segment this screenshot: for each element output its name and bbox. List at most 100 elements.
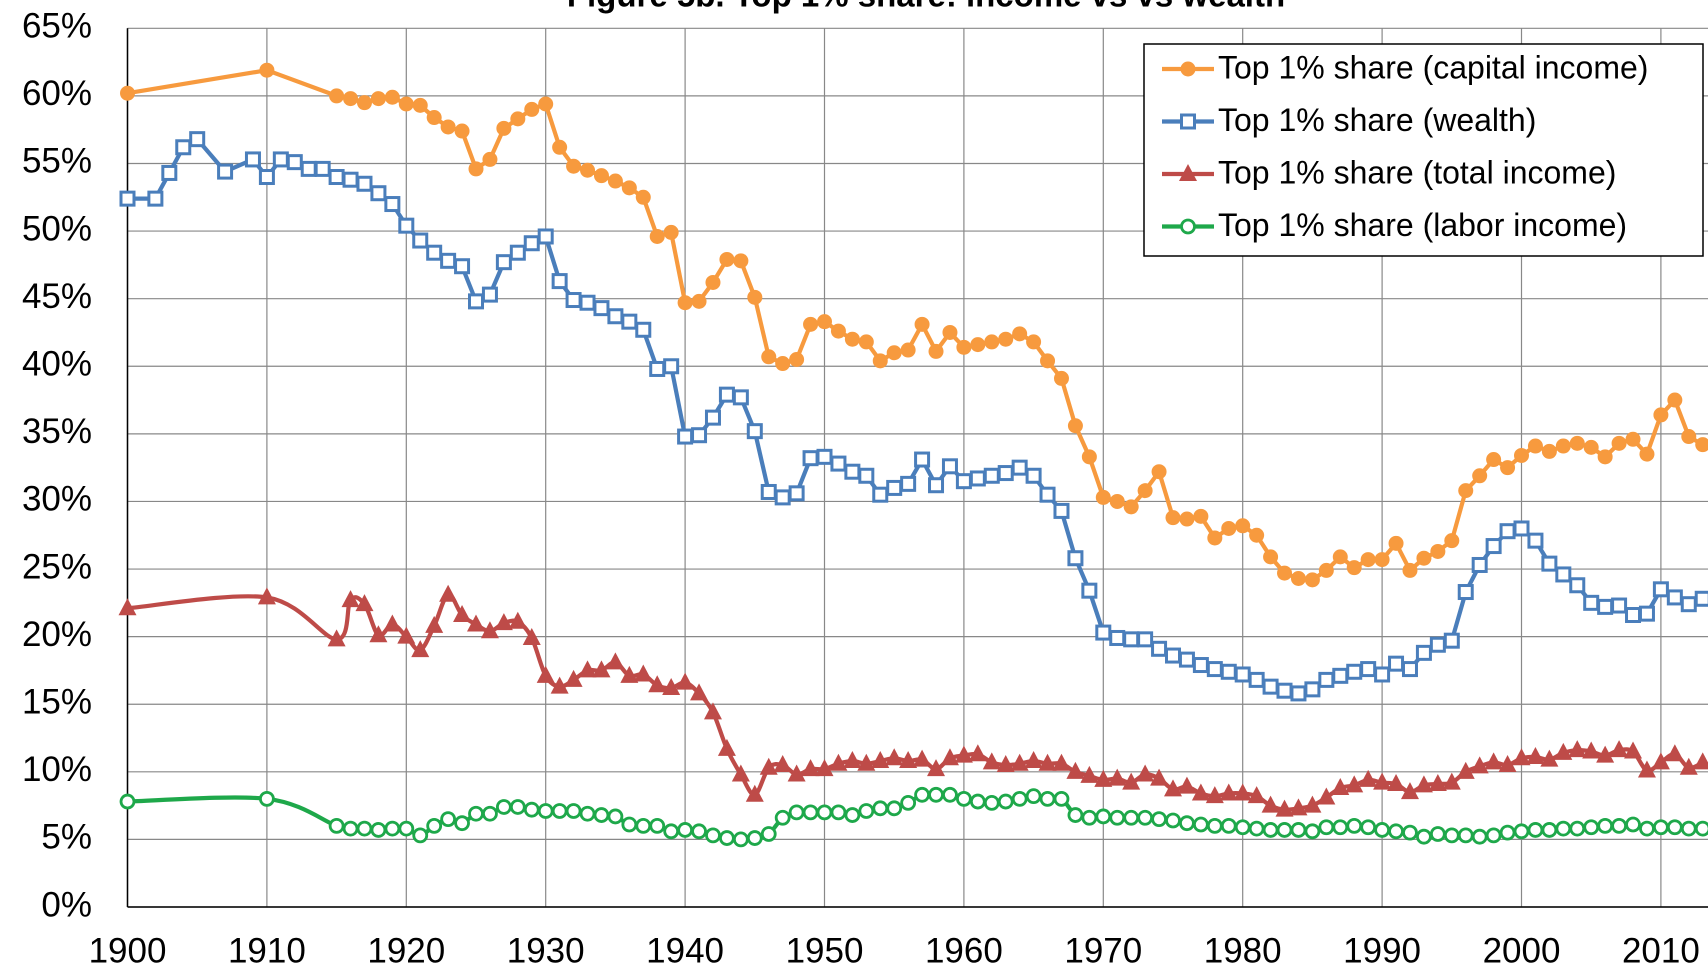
point xyxy=(1066,761,1085,779)
point xyxy=(788,485,805,502)
point xyxy=(398,217,415,234)
point xyxy=(1332,667,1349,684)
point xyxy=(538,96,554,112)
y-tick-label: 20% xyxy=(22,615,92,654)
point xyxy=(1583,594,1600,611)
point xyxy=(1095,489,1111,505)
point xyxy=(1360,661,1377,678)
point xyxy=(914,451,931,468)
point xyxy=(1276,822,1293,838)
point xyxy=(1596,745,1615,763)
point xyxy=(732,831,749,848)
point xyxy=(328,817,345,834)
point xyxy=(523,235,540,252)
point xyxy=(1457,584,1474,601)
point xyxy=(468,293,484,310)
point xyxy=(858,467,875,484)
y-tick-label: 0% xyxy=(41,885,92,924)
point xyxy=(872,486,889,503)
point xyxy=(1416,550,1432,566)
point xyxy=(746,423,763,440)
point xyxy=(412,232,429,249)
x-tick-label: 1920 xyxy=(367,931,445,970)
point xyxy=(1374,666,1391,683)
point xyxy=(1094,769,1113,787)
point xyxy=(1651,752,1670,770)
point xyxy=(663,224,679,240)
point xyxy=(1443,632,1460,649)
point xyxy=(1233,783,1252,801)
point xyxy=(1137,809,1154,826)
point xyxy=(900,795,917,811)
legend-label: Top 1% share (wealth) xyxy=(1218,102,1536,138)
point xyxy=(1624,741,1643,759)
point xyxy=(998,331,1014,347)
point xyxy=(1192,657,1209,674)
point xyxy=(1694,820,1708,837)
point xyxy=(634,664,653,682)
point xyxy=(412,827,429,844)
point xyxy=(552,139,568,155)
point xyxy=(1192,816,1209,833)
point xyxy=(1680,596,1697,613)
point xyxy=(1693,752,1708,770)
point xyxy=(928,786,944,803)
point xyxy=(1304,572,1320,588)
point xyxy=(1653,407,1669,423)
x-tick-label: 1960 xyxy=(925,931,1003,970)
point xyxy=(189,131,206,148)
point xyxy=(649,360,666,377)
point xyxy=(1345,775,1364,793)
point xyxy=(1582,741,1601,759)
point xyxy=(1011,790,1028,807)
point xyxy=(1540,749,1559,767)
point xyxy=(426,110,442,126)
point xyxy=(1373,772,1392,790)
point xyxy=(551,273,568,290)
point xyxy=(1541,555,1558,572)
point xyxy=(1471,828,1488,845)
point xyxy=(440,252,457,269)
point xyxy=(970,337,986,353)
point xyxy=(956,339,972,355)
point xyxy=(788,804,805,821)
point xyxy=(704,409,721,426)
point xyxy=(1247,786,1266,804)
y-tick-label: 65% xyxy=(22,7,92,46)
plot-lines xyxy=(118,62,1708,848)
point xyxy=(537,803,554,819)
point xyxy=(1486,452,1502,468)
point xyxy=(1471,556,1488,573)
point xyxy=(1611,597,1628,614)
point xyxy=(913,749,932,767)
point xyxy=(1360,552,1376,568)
point xyxy=(1695,437,1708,453)
point xyxy=(1444,533,1460,549)
point xyxy=(872,800,889,817)
point xyxy=(580,162,596,178)
point xyxy=(747,289,763,305)
point xyxy=(635,817,652,834)
point xyxy=(1095,808,1112,825)
point xyxy=(1179,511,1195,527)
point xyxy=(787,764,806,782)
point xyxy=(1248,671,1265,688)
point xyxy=(1360,819,1377,836)
point xyxy=(411,640,430,658)
point xyxy=(1639,446,1655,462)
point xyxy=(1234,819,1251,836)
point xyxy=(161,164,178,181)
point xyxy=(1304,681,1321,698)
point xyxy=(942,786,958,803)
point xyxy=(356,820,373,837)
point xyxy=(495,799,512,815)
point xyxy=(1219,783,1238,801)
legend-label: Top 1% share (total income) xyxy=(1218,154,1616,190)
point xyxy=(1067,550,1084,567)
point xyxy=(523,801,540,818)
point xyxy=(844,807,861,823)
point xyxy=(1191,783,1210,801)
point xyxy=(900,475,917,492)
point xyxy=(1150,768,1169,786)
